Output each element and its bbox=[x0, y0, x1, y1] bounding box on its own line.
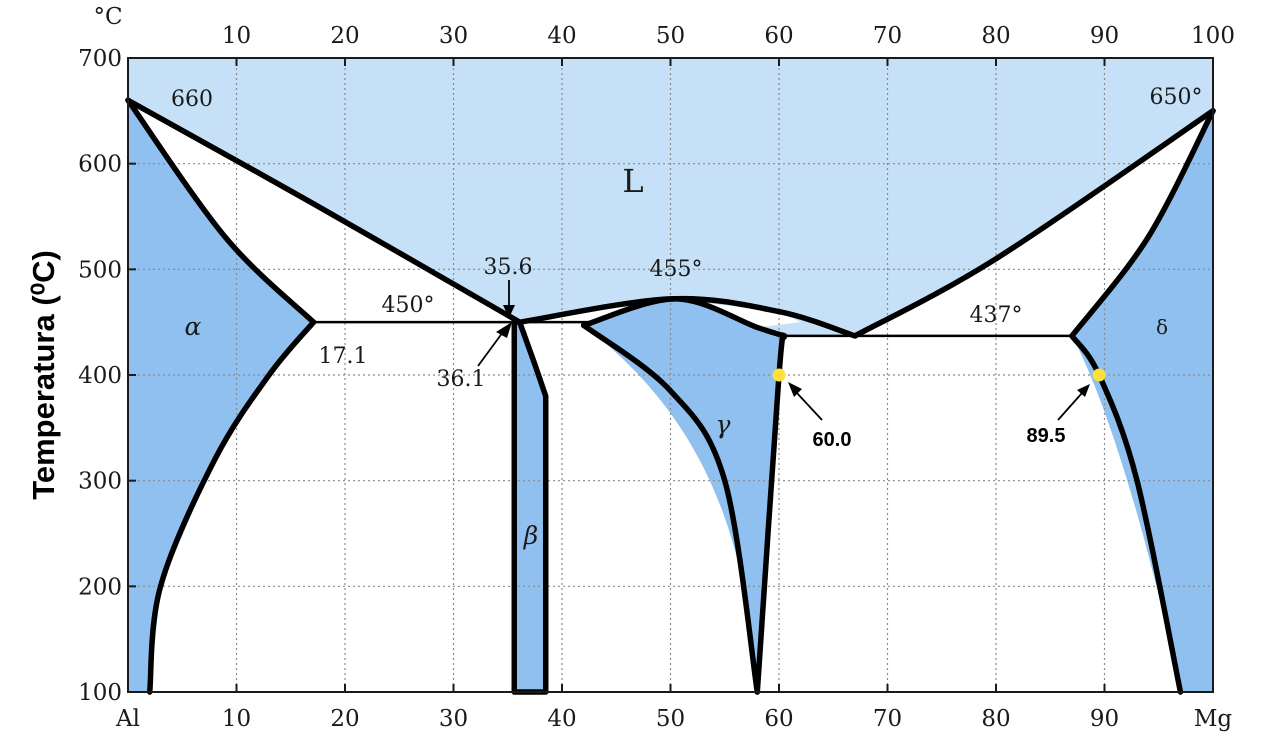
boundary-delta-solidus bbox=[1069, 108, 1216, 339]
y-tick-label: 300 bbox=[78, 469, 122, 495]
region-label-alpha: α bbox=[185, 312, 202, 341]
delta-liquid-two-phase-fill bbox=[854, 110, 1213, 336]
boundary-alpha-liquidus bbox=[125, 97, 523, 325]
boundary-alpha-solvus bbox=[146, 319, 317, 695]
boundary-gamma-left bbox=[580, 322, 761, 695]
markers bbox=[772, 368, 1106, 382]
top-unit-label: °C bbox=[93, 4, 122, 30]
boundary-delta-solvus bbox=[1069, 333, 1184, 695]
x-bottom-tick-label: 20 bbox=[330, 706, 359, 732]
gamma-delta-white-fill bbox=[757, 335, 1181, 692]
x-bottom-tick-label: 90 bbox=[1090, 706, 1119, 732]
x-bottom-tick-label: 70 bbox=[873, 706, 902, 732]
x-bottom-tick-label: 10 bbox=[222, 706, 251, 732]
marker-point bbox=[1092, 368, 1106, 382]
gamma-region bbox=[583, 298, 785, 692]
x-top-tick-label: 40 bbox=[547, 23, 576, 49]
boundary-alpha-solidus bbox=[125, 97, 317, 325]
x-top-tick-label: 20 bbox=[330, 23, 359, 49]
x-bottom-tick-label: 60 bbox=[764, 706, 793, 732]
annotation-35-6: 35.6 bbox=[484, 255, 533, 280]
arrow-35-6 bbox=[503, 280, 515, 318]
marker-label-60-0: 60.0 bbox=[813, 429, 852, 451]
x-top-tick-label: 30 bbox=[439, 23, 468, 49]
y-tick-label: 200 bbox=[78, 574, 122, 600]
marker-point bbox=[772, 368, 786, 382]
boundary-gamma-liquidus bbox=[516, 295, 858, 339]
arrow-60-0 bbox=[788, 382, 823, 421]
x-top-tick-label: 100 bbox=[1191, 23, 1235, 49]
y-axis-title: Temperatura (⁰C) bbox=[26, 250, 61, 500]
boundary-gamma-top bbox=[580, 296, 788, 339]
x-top-tick-label: 90 bbox=[1090, 23, 1119, 49]
delta-region bbox=[1071, 110, 1213, 693]
boundary-delta-liquidus bbox=[852, 108, 1216, 339]
y-tick-label: 400 bbox=[78, 363, 122, 389]
annotation-450: 450° bbox=[382, 293, 435, 318]
annotation-455: 455° bbox=[650, 257, 703, 282]
below-eutectic-white-fill bbox=[149, 322, 758, 692]
y-tick-label: 500 bbox=[78, 257, 122, 283]
x-bottom-tick-label: 40 bbox=[547, 706, 576, 732]
y-tick-label: 100 bbox=[78, 680, 122, 706]
annotation-17-1: 17.1 bbox=[319, 344, 368, 369]
annotation-36-1: 36.1 bbox=[437, 367, 486, 392]
phase-boundaries bbox=[125, 97, 1216, 695]
arrow-89-5 bbox=[1057, 384, 1090, 421]
region-label-gamma: γ bbox=[716, 410, 731, 439]
arrow-36-1 bbox=[477, 322, 512, 367]
y-tick-label: 700 bbox=[78, 46, 122, 72]
y-tick-label: 600 bbox=[78, 152, 122, 178]
annotation-660: 660 bbox=[171, 87, 213, 112]
boundary-gamma-right bbox=[754, 332, 788, 695]
x-bottom-tick-label: 50 bbox=[656, 706, 685, 732]
annotation-437: 437° bbox=[970, 303, 1023, 328]
marker-label-89-5: 89.5 bbox=[1027, 425, 1066, 447]
region-label-liquid: L bbox=[622, 162, 643, 200]
beta-region bbox=[514, 322, 546, 692]
x-top-tick-label: 80 bbox=[981, 23, 1010, 49]
annotation-650: 650° bbox=[1150, 85, 1203, 110]
x-bottom-tick-label: Al bbox=[115, 706, 140, 732]
x-top-tick-label: 70 bbox=[873, 23, 902, 49]
x-top-tick-label: 10 bbox=[222, 23, 251, 49]
region-label-beta: β bbox=[523, 521, 538, 550]
x-bottom-tick-label: 80 bbox=[981, 706, 1010, 732]
region-label-delta: δ bbox=[1156, 315, 1168, 339]
x-top-tick-label: 50 bbox=[656, 23, 685, 49]
x-top-tick-label: 60 bbox=[764, 23, 793, 49]
x-bottom-tick-label: 30 bbox=[439, 706, 468, 732]
x-bottom-tick-label: Mg bbox=[1194, 706, 1233, 732]
